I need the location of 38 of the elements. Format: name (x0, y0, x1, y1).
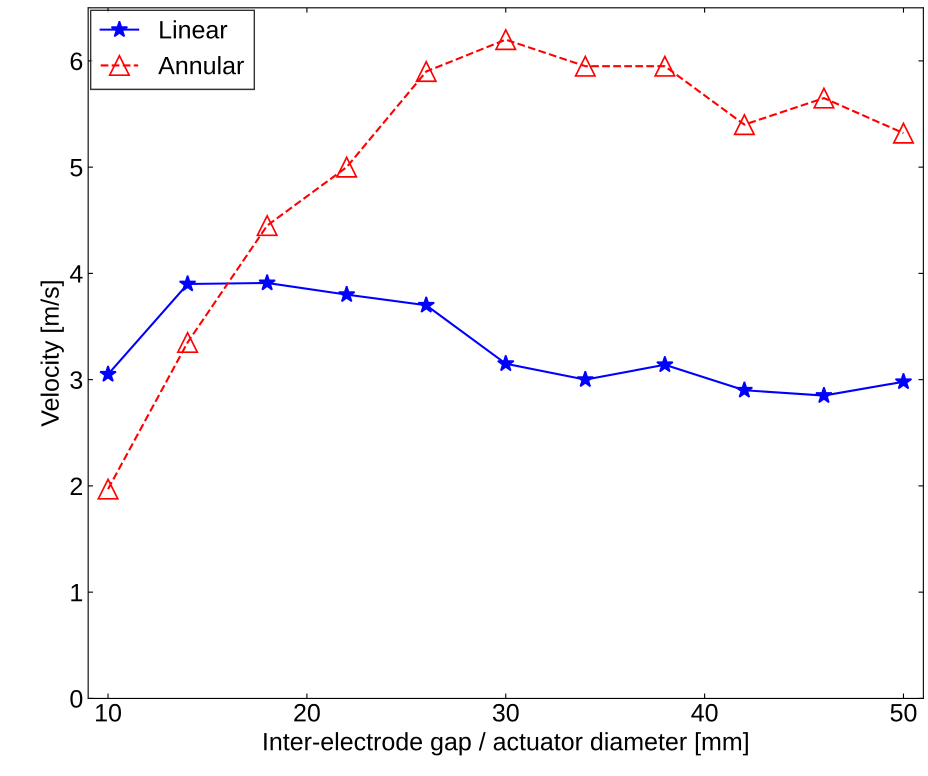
y-axis-title: Velocity [m/s] (40, 281, 64, 427)
point (892, 122, 914, 144)
y-tick-label: 6 (70, 52, 82, 70)
x-axis-title: Inter-electrode gap / actuator diameter [mm] (264, 732, 748, 756)
y-tick-label: 5 (70, 159, 82, 176)
x-tick-label: 10 (96, 704, 121, 722)
point (177, 332, 198, 354)
point (495, 29, 516, 50)
point (99, 365, 117, 382)
point (815, 386, 833, 404)
point (336, 156, 358, 178)
point (576, 370, 594, 388)
y-tick-label: 4 (70, 265, 83, 282)
x-tick-label: 50 (890, 704, 916, 722)
point (574, 56, 596, 77)
legend-label: Linear (160, 20, 228, 39)
x-tick-label: 40 (691, 704, 718, 722)
point (97, 478, 119, 500)
y-tick-label: 0 (70, 690, 82, 708)
point (258, 274, 276, 291)
point (416, 60, 437, 82)
point (178, 274, 196, 292)
y-tick-label: 1 (71, 584, 82, 602)
x-tick-label: 20 (294, 704, 320, 722)
x-tick-label: 30 (492, 704, 519, 722)
legend-label: Annular (158, 56, 244, 74)
y-tick-label: 3 (70, 371, 82, 389)
point (736, 381, 754, 398)
point (894, 372, 912, 390)
point (656, 356, 674, 372)
point (497, 354, 515, 372)
point (654, 56, 676, 77)
point (338, 285, 356, 302)
y-tick-label: 2 (70, 477, 82, 495)
point (417, 296, 435, 313)
point (813, 88, 834, 109)
point (256, 215, 278, 236)
point (734, 114, 755, 136)
